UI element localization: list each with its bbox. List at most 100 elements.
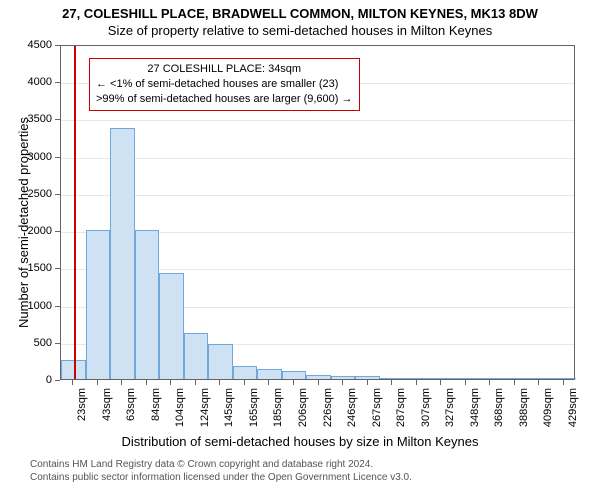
x-tick-label: 185sqm	[272, 388, 284, 434]
footer-line-2: Contains public sector information licen…	[30, 471, 412, 484]
y-tick	[55, 82, 60, 83]
x-tick-label: 226sqm	[322, 388, 334, 434]
x-tick-label: 307sqm	[420, 388, 432, 434]
x-tick	[244, 380, 245, 385]
histogram-bar	[478, 378, 503, 379]
x-tick-label: 145sqm	[223, 388, 235, 434]
x-tick	[391, 380, 392, 385]
x-tick	[367, 380, 368, 385]
histogram-bar	[355, 376, 380, 379]
x-tick-label: 287sqm	[395, 388, 407, 434]
x-tick-label: 409sqm	[542, 388, 554, 434]
y-tick	[55, 231, 60, 232]
x-tick	[342, 380, 343, 385]
footer-line-1: Contains HM Land Registry data © Crown c…	[30, 458, 412, 471]
histogram-bar	[233, 366, 258, 379]
x-tick	[72, 380, 73, 385]
x-tick-label: 429sqm	[567, 388, 579, 434]
x-tick	[195, 380, 196, 385]
x-tick	[416, 380, 417, 385]
y-tick-label: 500	[0, 337, 52, 349]
reference-line	[74, 46, 76, 379]
y-axis-label: Number of semi-detached properties	[16, 117, 31, 328]
annotation-box: 27 COLESHILL PLACE: 34sqm← <1% of semi-d…	[89, 58, 360, 111]
x-tick-label: 206sqm	[297, 388, 309, 434]
y-tick-label: 4500	[0, 39, 52, 51]
x-tick	[514, 380, 515, 385]
x-tick	[121, 380, 122, 385]
histogram-bar	[184, 333, 209, 379]
chart-title: 27, COLESHILL PLACE, BRADWELL COMMON, MI…	[0, 0, 600, 21]
annotation-line: 27 COLESHILL PLACE: 34sqm	[96, 62, 353, 77]
y-tick	[55, 268, 60, 269]
y-tick-label: 2500	[0, 188, 52, 200]
y-tick-label: 2000	[0, 225, 52, 237]
histogram-bar	[86, 230, 111, 379]
x-tick-label: 348sqm	[469, 388, 481, 434]
histogram-bar	[306, 375, 331, 379]
y-tick-label: 0	[0, 374, 52, 386]
y-tick-label: 1500	[0, 262, 52, 274]
footer-attribution: Contains HM Land Registry data © Crown c…	[30, 458, 412, 484]
y-tick	[55, 343, 60, 344]
x-axis-label: Distribution of semi-detached houses by …	[0, 434, 600, 449]
histogram-bar	[551, 378, 576, 379]
x-tick-label: 84sqm	[150, 388, 162, 434]
histogram-bar	[135, 230, 160, 379]
y-tick	[55, 306, 60, 307]
grid-line	[61, 195, 574, 196]
x-tick	[97, 380, 98, 385]
histogram-bar	[331, 376, 356, 379]
histogram-bar	[61, 360, 86, 379]
grid-line	[61, 120, 574, 121]
histogram-bar	[159, 273, 184, 379]
histogram-bar	[453, 378, 478, 379]
histogram-bar	[282, 371, 307, 379]
annotation-line: >99% of semi-detached houses are larger …	[96, 92, 353, 107]
x-tick-label: 124sqm	[199, 388, 211, 434]
x-tick-label: 368sqm	[493, 388, 505, 434]
x-tick-label: 327sqm	[444, 388, 456, 434]
histogram-bar	[208, 344, 233, 379]
histogram-bar	[380, 378, 405, 379]
x-tick-label: 104sqm	[174, 388, 186, 434]
grid-line	[61, 158, 574, 159]
x-tick-label: 23sqm	[76, 388, 88, 434]
histogram-bar	[527, 378, 552, 379]
x-tick	[170, 380, 171, 385]
y-tick-label: 4000	[0, 76, 52, 88]
x-tick-label: 267sqm	[371, 388, 383, 434]
y-tick-label: 1000	[0, 300, 52, 312]
x-tick	[465, 380, 466, 385]
plot-area: 27 COLESHILL PLACE: 34sqm← <1% of semi-d…	[60, 45, 575, 380]
x-tick-label: 43sqm	[101, 388, 113, 434]
x-tick-label: 63sqm	[125, 388, 137, 434]
histogram-bar	[404, 378, 429, 379]
chart-subtitle: Size of property relative to semi-detach…	[0, 23, 600, 38]
y-tick-label: 3500	[0, 113, 52, 125]
y-tick	[55, 380, 60, 381]
x-tick-label: 165sqm	[248, 388, 260, 434]
histogram-bar	[502, 378, 527, 379]
histogram-bar	[110, 128, 135, 379]
x-tick	[219, 380, 220, 385]
y-tick	[55, 45, 60, 46]
x-tick	[318, 380, 319, 385]
y-tick-label: 3000	[0, 151, 52, 163]
x-tick	[440, 380, 441, 385]
y-tick	[55, 157, 60, 158]
annotation-line: ← <1% of semi-detached houses are smalle…	[96, 77, 353, 92]
x-tick	[538, 380, 539, 385]
chart-container: 27, COLESHILL PLACE, BRADWELL COMMON, MI…	[0, 0, 600, 500]
histogram-bar	[429, 378, 454, 379]
x-tick-label: 388sqm	[518, 388, 530, 434]
x-tick	[146, 380, 147, 385]
y-tick	[55, 119, 60, 120]
y-tick	[55, 194, 60, 195]
x-tick	[293, 380, 294, 385]
x-tick	[563, 380, 564, 385]
histogram-bar	[257, 369, 282, 379]
x-tick-label: 246sqm	[346, 388, 358, 434]
x-tick	[489, 380, 490, 385]
x-tick	[268, 380, 269, 385]
